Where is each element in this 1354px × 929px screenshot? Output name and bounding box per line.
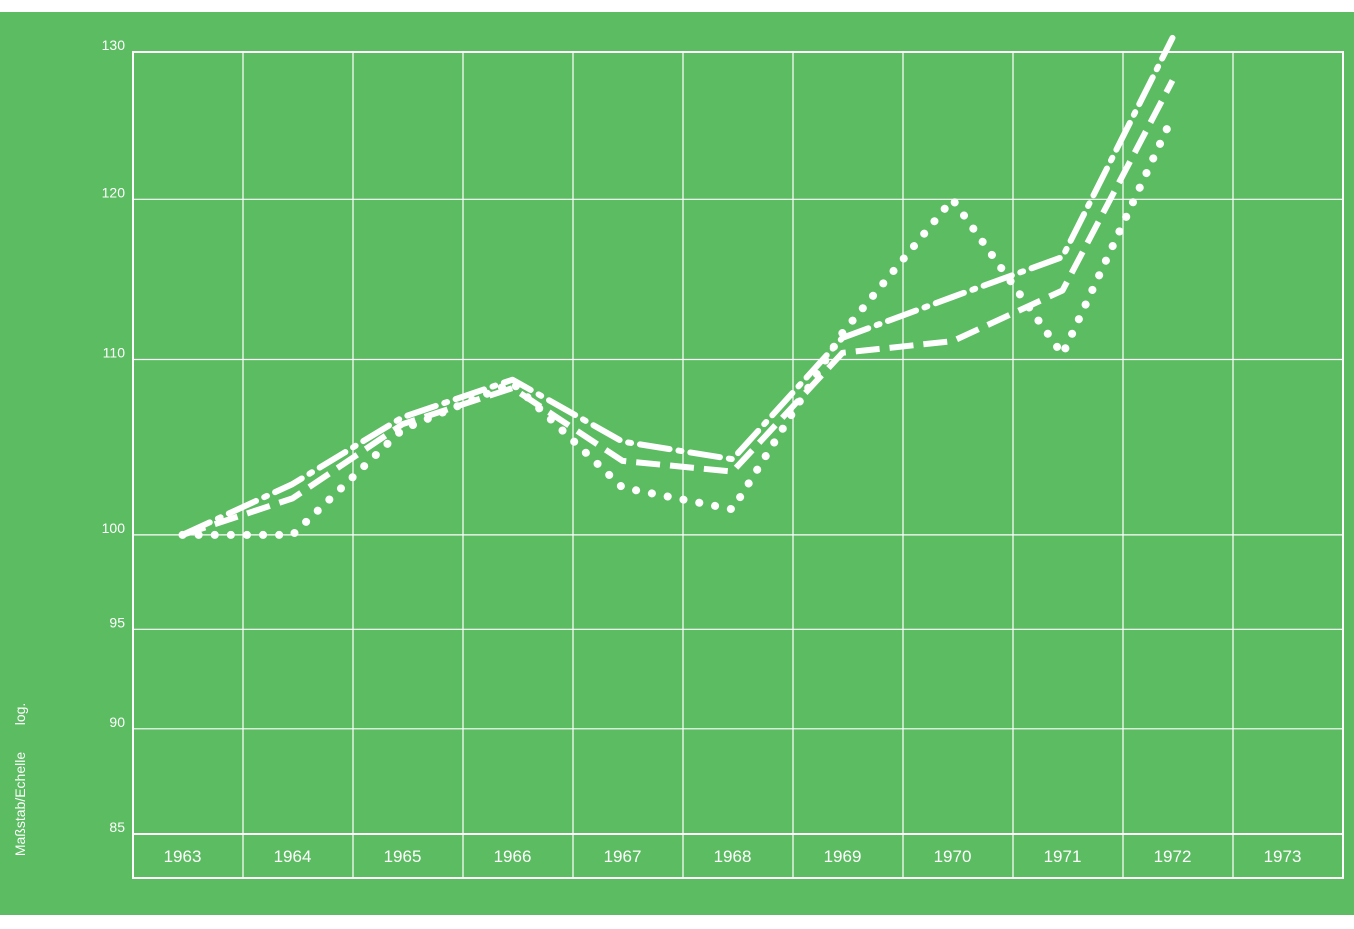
data-point [732, 471, 733, 472]
series-lines [178, 34, 1177, 539]
data-point [402, 417, 403, 418]
year-row: 1963 1964 1965 1966 1967 1968 1969 1970 1971 1972… [164, 847, 1302, 866]
data-point [402, 429, 403, 430]
series-line-dotted [178, 112, 1177, 539]
year-label: 1971 [1044, 847, 1082, 866]
data-point [1172, 116, 1173, 117]
year-label: 1970 [934, 847, 972, 866]
year-label: 1965 [384, 847, 422, 866]
year-label: 1972 [1154, 847, 1192, 866]
y-tick-label: 110 [103, 344, 126, 360]
y-tick-label: 85 [109, 819, 125, 835]
year-label: 1966 [494, 847, 532, 866]
y-tick-label: 95 [109, 614, 125, 630]
year-label: 1969 [824, 847, 862, 866]
series-line-long-dash [181, 79, 1176, 538]
series-line-long-dash-dot [179, 34, 1176, 538]
year-label: 1967 [604, 847, 642, 866]
log-scale-note: log. [12, 703, 28, 726]
year-label: 1968 [714, 847, 752, 866]
y-tick-label: 130 [102, 37, 126, 53]
y-tick-label: 90 [109, 714, 125, 730]
data-point [952, 341, 953, 342]
year-label: 1963 [164, 847, 202, 866]
y-tick-label: 100 [102, 520, 126, 536]
data-point [1062, 354, 1063, 355]
year-label: 1973 [1264, 847, 1302, 866]
scale-axis-label: Maßstab/Echelle [12, 752, 28, 856]
y-tick-label: 120 [102, 184, 126, 200]
gridlines [132, 51, 1344, 879]
y-tick-labels: 85 90 95 100 110 120 130 [102, 37, 126, 835]
year-label: 1964 [274, 847, 312, 866]
